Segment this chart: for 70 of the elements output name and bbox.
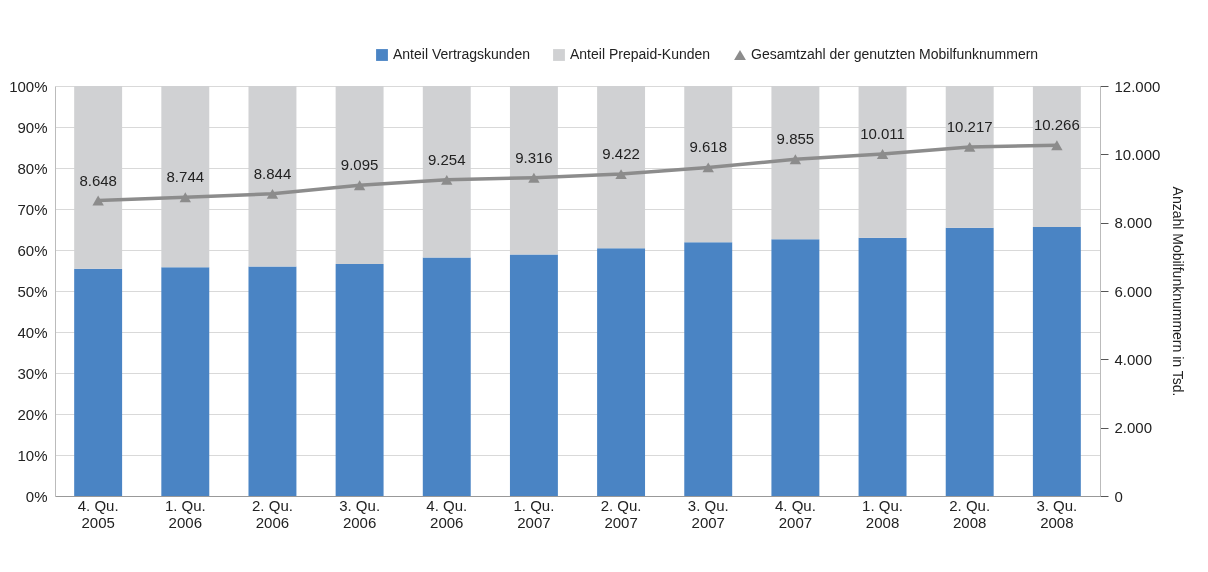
y2-tick-label: 6.000: [1114, 282, 1153, 300]
point: [266, 188, 279, 199]
y2-tick-label: 0: [1114, 487, 1123, 505]
point: [789, 154, 802, 165]
point: [1051, 140, 1063, 151]
bar: [248, 266, 297, 496]
y-tick-label: 70%: [17, 200, 48, 218]
legend-label: Anteil Prepaid-Kunden: [570, 46, 711, 62]
data-label: 9.095: [340, 156, 379, 174]
x-tick-label: 4. Qu. 2005: [77, 496, 119, 531]
point: [441, 174, 453, 185]
y-tick-label: 40%: [17, 323, 48, 341]
bar: [1032, 227, 1081, 496]
data-label: 9.254: [427, 150, 466, 168]
point: [528, 172, 540, 183]
data-label: 9.422: [602, 145, 640, 163]
bar: [597, 248, 646, 496]
point: [353, 180, 366, 191]
data-label: 8.844: [253, 164, 292, 182]
data-label: 9.316: [515, 148, 553, 166]
bar: [335, 263, 384, 496]
y-tick-label: 30%: [17, 364, 48, 382]
bar: [858, 237, 907, 496]
data-label: 10.266: [1033, 116, 1080, 134]
bar: [771, 239, 820, 496]
x-tick-label: 1. Qu. 2007: [513, 496, 555, 531]
x-tick-label: 1. Qu. 2008: [862, 496, 903, 531]
bar: [161, 267, 210, 496]
x-tick-label: 3. Qu. 2006: [339, 496, 381, 531]
y-tick-label: 0%: [25, 487, 48, 505]
y-tick-label: 10%: [17, 446, 48, 464]
data-label: 8.648: [79, 171, 117, 189]
x-tick-label: 3. Qu. 2007: [687, 496, 729, 531]
bar: [74, 268, 123, 496]
y2-tick-label: 2.000: [1114, 419, 1153, 437]
point: [179, 192, 191, 203]
point: [876, 149, 889, 159]
y-tick-label: 100%: [9, 77, 48, 95]
y-tick-label: 20%: [17, 405, 48, 423]
data-label: 10.011: [860, 124, 905, 142]
y2-axis-title: Anzahl Mobilfunknummern in Tsd.: [1170, 186, 1187, 397]
legend-label: Gesamtzahl der genutzten Mobilfunknummern: [751, 46, 1039, 62]
bar: [684, 242, 733, 496]
y2-tick-label: 4.000: [1114, 350, 1153, 368]
legend-label: Anteil Vertragskunden: [393, 46, 530, 62]
bar: [422, 257, 471, 496]
data-label: 8.744: [166, 168, 205, 186]
point: [92, 195, 104, 206]
bar: [509, 254, 558, 496]
y2-tick-label: 12.000: [1114, 77, 1161, 95]
y-tick-label: 80%: [17, 159, 48, 177]
y2-tick-label: 10.000: [1114, 145, 1161, 163]
x-tick-label: 4. Qu. 2006: [426, 496, 468, 531]
bar: [945, 227, 994, 496]
data-label: 10.217: [946, 117, 993, 135]
x-tick-label: 3. Qu. 2008: [1036, 496, 1078, 531]
point: [702, 162, 714, 173]
data-label: 9.855: [776, 130, 815, 148]
x-tick-label: 2. Qu. 2008: [949, 496, 991, 531]
x-tick-label: 1. Qu. 2006: [164, 496, 206, 531]
y-tick-label: 50%: [17, 282, 48, 300]
data-label: 9.618: [689, 138, 728, 156]
x-tick-label: 4. Qu. 2007: [774, 496, 816, 531]
y-tick-label: 90%: [17, 118, 48, 136]
x-tick-label: 2. Qu. 2006: [252, 496, 293, 531]
point: [964, 141, 976, 152]
y2-tick-label: 8.000: [1114, 214, 1153, 232]
point: [615, 169, 627, 180]
y-tick-label: 60%: [17, 241, 48, 259]
x-tick-label: 2. Qu. 2007: [600, 496, 642, 531]
